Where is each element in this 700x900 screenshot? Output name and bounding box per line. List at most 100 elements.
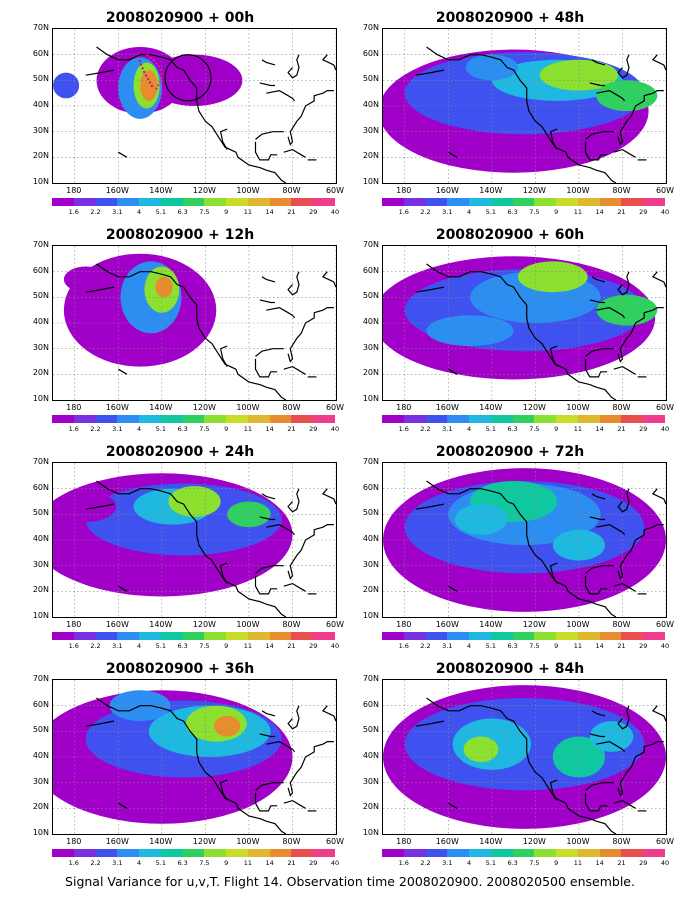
coastline	[617, 89, 664, 146]
coastline	[254, 141, 278, 161]
coastline	[584, 792, 608, 812]
map-panel: 2008020900 + 12h 70N 60N 50N 40N 30N 20N 10N 180…	[20, 227, 344, 442]
coastline	[96, 697, 287, 834]
colorbar	[382, 415, 665, 423]
lat-tick-label: 60N	[362, 699, 379, 709]
variance-map	[53, 29, 336, 183]
colorbar-label: 3.1	[112, 208, 123, 216]
coastline	[589, 299, 605, 304]
coastline	[613, 799, 636, 809]
map-plot-area	[382, 28, 667, 184]
colorbar-swatch	[247, 849, 270, 857]
coastline	[96, 263, 287, 400]
colorbar-swatch	[425, 415, 448, 423]
colorbar-label: 14	[265, 642, 274, 650]
colorbar-swatch	[512, 415, 535, 423]
lat-tick-label: 10N	[32, 394, 49, 403]
coastline	[589, 82, 605, 87]
lon-tick-label: 120W	[522, 837, 546, 846]
colorbar-swatch	[577, 632, 600, 640]
colorbar-swatch	[599, 198, 622, 206]
colorbar-swatch	[512, 849, 535, 857]
colorbar-label: 21	[287, 425, 296, 433]
coastline	[261, 276, 276, 283]
variance-contour	[596, 294, 658, 326]
colorbar-swatch	[226, 632, 248, 640]
colorbar-label: 7.5	[529, 208, 540, 216]
colorbar-label: 9	[554, 208, 559, 216]
colorbar-labels: 1.6 2.2 3.1 4 5.1 6.3 7.5 9 11 14 21 29 40	[52, 208, 340, 218]
coastline	[591, 276, 606, 283]
colorbar-swatch	[599, 849, 622, 857]
variance-contour	[53, 72, 80, 99]
coastline	[259, 299, 275, 304]
colorbar-label: 7.5	[199, 642, 210, 650]
colorbar	[382, 198, 665, 206]
colorbar-swatch	[52, 198, 74, 206]
coastline	[426, 697, 617, 834]
coastline	[254, 358, 278, 378]
colorbar-label: 7.5	[199, 208, 210, 216]
coastline	[287, 271, 300, 296]
variance-contour	[465, 54, 518, 81]
lat-tick-label: 70N	[362, 457, 379, 466]
lat-tick-label: 30N	[32, 776, 49, 786]
colorbar-label: 4	[466, 642, 472, 650]
coastline	[261, 493, 276, 500]
coastline	[415, 286, 445, 293]
colorbar-label: 40	[660, 859, 670, 867]
lat-tick-label: 10N	[362, 828, 379, 837]
colorbar-swatch	[226, 849, 248, 857]
colorbar-label: 2.2	[90, 208, 101, 216]
lon-tick-label: 80W	[282, 837, 301, 846]
panel-title: 2008020900 + 24h	[105, 444, 255, 460]
colorbar-swatch	[139, 198, 161, 206]
lon-tick-label: 160W	[435, 620, 459, 629]
lat-tick-label: 40N	[32, 100, 49, 109]
colorbar-labels: 1.6 2.2 3.1 4 5.1 6.3 7.5 9 11 14 21 29 40	[382, 642, 670, 652]
coastline	[585, 565, 614, 574]
lon-tick-label: 120W	[192, 620, 216, 629]
colorbar-swatch	[73, 198, 96, 206]
coastline	[584, 358, 608, 378]
lat-tick-label: 60N	[32, 265, 49, 275]
colorbar-label: 14	[265, 208, 274, 216]
lon-tick-label: 140W	[149, 186, 173, 195]
lon-tick-label: 180	[66, 620, 82, 629]
colorbar-label: 21	[617, 859, 626, 867]
lon-tick-label: 120W	[522, 186, 546, 195]
coastline	[261, 59, 276, 66]
lon-tick-label: 60W	[655, 837, 675, 846]
colorbar-swatch	[643, 849, 665, 857]
colorbar-swatch	[247, 198, 270, 206]
colorbar-label: 6.3	[177, 642, 188, 650]
coastline	[85, 69, 115, 76]
colorbar-swatch	[269, 632, 292, 640]
colorbar-swatch	[313, 415, 335, 423]
colorbar-label: 11	[243, 859, 253, 867]
lon-tick-label: 160W	[435, 186, 459, 195]
lon-tick-label: 80W	[612, 837, 631, 846]
coastline	[259, 516, 275, 521]
colorbar-label: 14	[595, 208, 604, 216]
colorbar-label: 14	[595, 642, 604, 650]
colorbar-label: 6.3	[507, 208, 518, 216]
colorbar-label: 2.2	[90, 642, 101, 650]
colorbar-label: 5.1	[485, 425, 497, 433]
lon-tick-label: 160W	[435, 403, 459, 412]
colorbar-label: 29	[639, 208, 648, 216]
colorbar-label: 4	[136, 859, 142, 867]
lon-tick-label: 160W	[435, 837, 459, 846]
coastline	[447, 585, 458, 592]
coastline	[415, 69, 445, 76]
lat-tick-label: 50N	[32, 508, 49, 518]
map-plot-area	[382, 679, 667, 835]
colorbar-swatch	[291, 198, 314, 206]
lat-tick-label: 50N	[362, 291, 379, 301]
colorbar-swatch	[291, 849, 314, 857]
colorbar-label: 5.1	[485, 208, 497, 216]
variance-contour	[552, 529, 606, 561]
lat-tick-label: 30N	[362, 125, 379, 135]
lat-tick-label: 20N	[32, 585, 49, 595]
coastline	[219, 128, 228, 150]
